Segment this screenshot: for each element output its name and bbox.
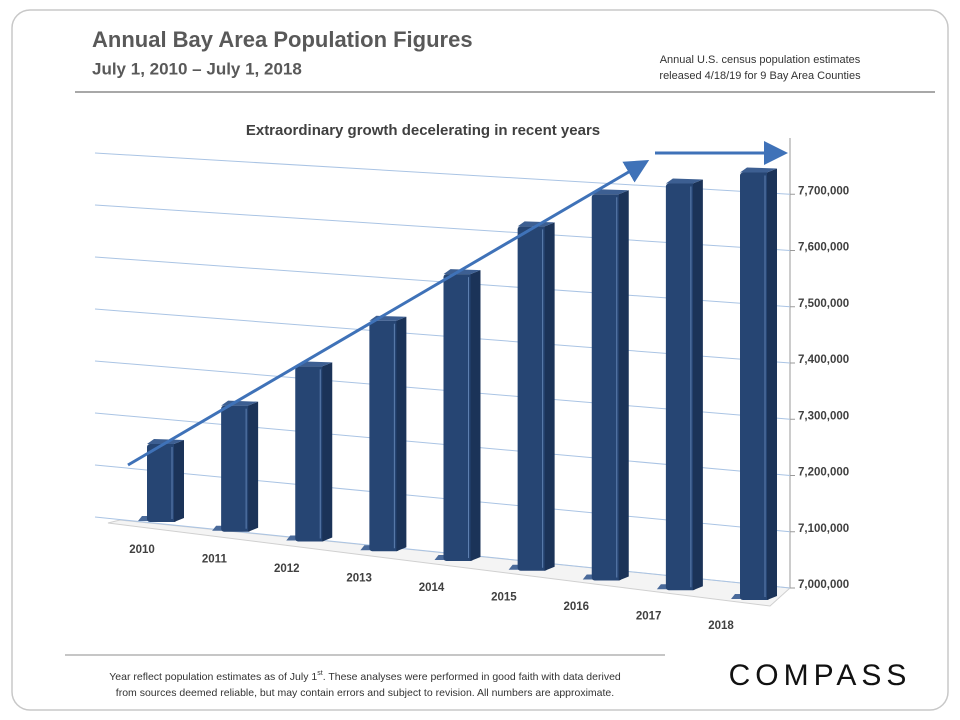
x-tick-label: 2015 xyxy=(491,592,517,604)
bar xyxy=(295,366,326,542)
bar xyxy=(665,183,696,591)
bar-top xyxy=(665,178,703,184)
slide-border xyxy=(11,9,949,711)
bar-side xyxy=(248,401,259,532)
bar-side xyxy=(692,179,703,591)
logo: COMPASS xyxy=(729,659,912,692)
bar-top xyxy=(443,269,481,275)
footer-text: Year reflect population estimates as of … xyxy=(109,671,317,683)
x-tick-label: 2012 xyxy=(274,563,300,575)
bar xyxy=(369,320,400,552)
bar xyxy=(221,405,252,532)
bar-side xyxy=(618,190,629,581)
bar xyxy=(147,444,177,522)
x-tick-label: 2010 xyxy=(129,544,155,556)
x-tick-label: 2013 xyxy=(346,573,372,585)
trend-arrow xyxy=(127,159,650,467)
y-tick-label: 7,700,000 xyxy=(798,185,849,197)
x-tick-label: 2018 xyxy=(708,620,734,632)
bar-side xyxy=(174,440,184,522)
bar xyxy=(591,194,622,581)
bar-side xyxy=(470,270,481,561)
bar-side xyxy=(322,362,333,542)
bar-top xyxy=(591,189,629,195)
bar xyxy=(517,226,548,571)
title: Annual Bay Area Population Figures xyxy=(92,27,473,52)
y-tick-label: 7,100,000 xyxy=(798,523,849,535)
note-line: Annual U.S. census population estimates xyxy=(660,54,861,66)
subtitle: July 1, 2010 – July 1, 2018 xyxy=(92,59,302,78)
bar-top xyxy=(517,221,555,227)
chart-title: Extraordinary growth decelerating in rec… xyxy=(246,122,600,139)
plot: 7,000,000 7,100,000 7,200,000 7,300,000 7,40… xyxy=(94,138,849,632)
bar-side xyxy=(767,168,777,600)
y-tick-label: 7,200,000 xyxy=(798,467,849,479)
bar-side xyxy=(544,222,555,571)
bar xyxy=(740,172,770,600)
bar xyxy=(443,274,474,561)
bar-side xyxy=(396,316,407,552)
x-tick-label: 2011 xyxy=(202,554,228,566)
x-tick-label: 2016 xyxy=(563,601,589,613)
y-tick-label: 7,300,000 xyxy=(798,410,849,422)
x-tick-label: 2017 xyxy=(636,611,662,623)
y-tick-label: 7,000,000 xyxy=(798,579,849,591)
y-tick-label: 7,600,000 xyxy=(798,242,849,254)
footer-sup: st xyxy=(317,670,323,677)
x-tick-label: 2014 xyxy=(419,582,445,594)
y-tick-label: 7,500,000 xyxy=(798,298,849,310)
note-line: released 4/18/19 for 9 Bay Area Counties xyxy=(659,70,861,82)
footer-text: . These analyses were performed in good … xyxy=(323,671,621,683)
footer-line: from sources deemed reliable, but may co… xyxy=(116,687,614,699)
bar-top xyxy=(740,167,777,173)
footer-line: Year reflect population estimates as of … xyxy=(109,670,621,683)
y-tick-label: 7,400,000 xyxy=(798,354,849,366)
